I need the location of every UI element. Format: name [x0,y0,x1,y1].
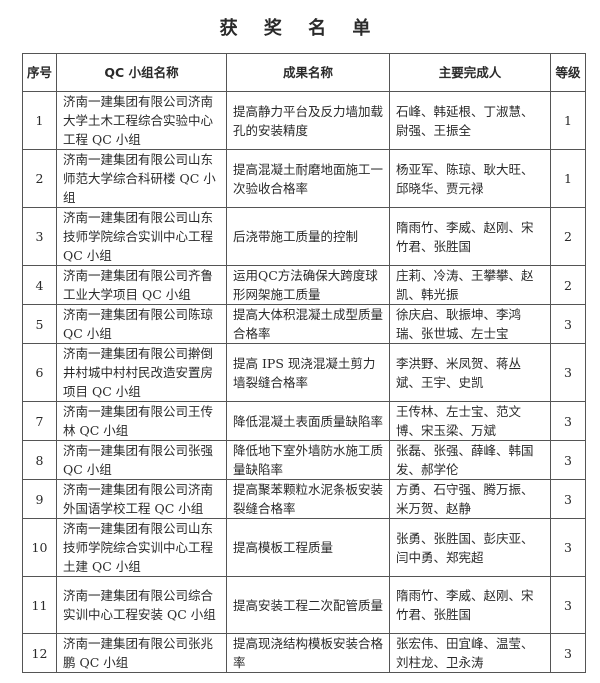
cell-result: 提高混凝土耐磨地面施工一次验收合格率 [226,149,390,208]
cell-people: 方勇、石守强、腾万振、米万贺、赵静 [389,479,551,519]
table-row: 7 济南一建集团有限公司王传林 QC 小组 降低混凝土表面质量缺陷率 王传林、左士宝、… [22,401,586,441]
table-header-row: 序号 QC 小组名称 成果名称 主要完成人 等级 [22,53,586,92]
cell-people: 隋雨竹、李威、赵刚、宋竹君、张胜国 [389,576,551,634]
page-title: 获 奖 名 单 [219,18,381,39]
cell-group: 济南一建集团有限公司张兆鹏 QC 小组 [56,633,227,673]
cell-grade: 3 [550,401,586,441]
cell-group: 济南一建集团有限公司济南大学土木工程综合实验中心工程 QC 小组 [56,91,227,150]
cell-people: 张磊、张强、薛峰、韩国发、郝学伦 [389,440,551,480]
cell-group: 济南一建集团有限公司综合实训中心工程安装 QC 小组 [56,576,227,634]
award-table: 序号 QC 小组名称 成果名称 主要完成人 等级 1 济南一建集团有限公司济南大学… [22,53,586,673]
cell-seq: 6 [22,343,57,402]
cell-group: 济南一建集团有限公司王传林 QC 小组 [56,401,227,441]
cell-result: 降低地下室外墙防水施工质量缺陷率 [226,440,390,480]
cell-seq: 4 [22,265,57,305]
cell-group: 济南一建集团有限公司山东技师学院综合实训中心工程 QC 小组 [56,207,227,266]
cell-grade: 1 [550,91,586,150]
cell-people: 张勇、张胜国、彭庆亚、闫中勇、郑宪超 [389,518,551,577]
cell-group: 济南一建集团有限公司齐鲁工业大学项目 QC 小组 [56,265,227,305]
cell-result: 提高 IPS 现浇混凝土剪力墙裂缝合格率 [226,343,390,402]
cell-group: 济南一建集团有限公司陈琼 QC 小组 [56,304,227,344]
cell-seq: 5 [22,304,57,344]
cell-seq: 2 [22,149,57,208]
header-group: QC 小组名称 [56,53,227,92]
header-result: 成果名称 [226,53,390,92]
cell-grade: 2 [550,207,586,266]
table-row: 6 济南一建集团有限公司擀倒井村城中村村民改造安置房项目 QC 小组 提高 IPS … [22,343,586,402]
cell-result: 提高大体积混凝土成型质量合格率 [226,304,390,344]
table-row: 11 济南一建集团有限公司综合实训中心工程安装 QC 小组 提高安装工程二次配管质量… [22,576,586,634]
cell-group: 济南一建集团有限公司擀倒井村城中村村民改造安置房项目 QC 小组 [56,343,227,402]
cell-result: 提高模板工程质量 [226,518,390,577]
cell-seq: 12 [22,633,57,673]
cell-grade: 3 [550,576,586,634]
header-people: 主要完成人 [389,53,551,92]
cell-result: 提高聚苯颗粒水泥条板安装裂缝合格率 [226,479,390,519]
header-grade: 等级 [550,53,586,92]
cell-people: 石峰、韩延根、丁淑慧、尉强、王振全 [389,91,551,150]
cell-people: 徐庆启、耿振坤、李鸿瑞、张世城、左士宝 [389,304,551,344]
table-row: 9 济南一建集团有限公司济南外国语学校工程 QC 小组 提高聚苯颗粒水泥条板安装裂缝… [22,479,586,519]
table-row: 2 济南一建集团有限公司山东师范大学综合科研楼 QC 小组 提高混凝土耐磨地面施工一… [22,149,586,208]
cell-people: 隋雨竹、李威、赵刚、宋竹君、张胜国 [389,207,551,266]
cell-result: 降低混凝土表面质量缺陷率 [226,401,390,441]
table-row: 5 济南一建集团有限公司陈琼 QC 小组 提高大体积混凝土成型质量合格率 徐庆启、耿振… [22,304,586,344]
cell-seq: 11 [22,576,57,634]
cell-group: 济南一建集团有限公司张强 QC 小组 [56,440,227,480]
cell-grade: 3 [550,518,586,577]
cell-grade: 3 [550,440,586,480]
cell-group: 济南一建集团有限公司济南外国语学校工程 QC 小组 [56,479,227,519]
cell-result: 运用QC方法确保大跨度球形网架施工质量 [226,265,390,305]
cell-seq: 3 [22,207,57,266]
header-seq: 序号 [22,53,57,92]
table-row: 3 济南一建集团有限公司山东技师学院综合实训中心工程 QC 小组 后浇带施工质量的控… [22,207,586,266]
cell-result: 提高安装工程二次配管质量 [226,576,390,634]
cell-result: 后浇带施工质量的控制 [226,207,390,266]
cell-result: 提高静力平台及反力墙加载孔的安装精度 [226,91,390,150]
cell-people: 王传林、左士宝、范文博、宋玉梁、万斌 [389,401,551,441]
cell-grade: 3 [550,343,586,402]
cell-grade: 3 [550,633,586,673]
cell-seq: 9 [22,479,57,519]
cell-people: 李洪野、米凤贺、蒋丛斌、王宇、史凯 [389,343,551,402]
cell-group: 济南一建集团有限公司山东师范大学综合科研楼 QC 小组 [56,149,227,208]
cell-grade: 3 [550,479,586,519]
cell-grade: 2 [550,265,586,305]
cell-result: 提高现浇结构模板安装合格率 [226,633,390,673]
cell-seq: 8 [22,440,57,480]
cell-grade: 1 [550,149,586,208]
table-row: 8 济南一建集团有限公司张强 QC 小组 降低地下室外墙防水施工质量缺陷率 张磊、张强… [22,440,586,480]
cell-seq: 10 [22,518,57,577]
cell-seq: 7 [22,401,57,441]
cell-people: 张宏伟、田宜峰、温莹、刘柱龙、卫永涛 [389,633,551,673]
cell-people: 杨亚军、陈琼、耿大旺、邱晓华、贾元禄 [389,149,551,208]
table-row: 12 济南一建集团有限公司张兆鹏 QC 小组 提高现浇结构模板安装合格率 张宏伟、田宜… [22,633,586,673]
cell-group: 济南一建集团有限公司山东技师学院综合实训中心工程土建 QC 小组 [56,518,227,577]
table-row: 1 济南一建集团有限公司济南大学土木工程综合实验中心工程 QC 小组 提高静力平台及… [22,91,586,150]
cell-grade: 3 [550,304,586,344]
table-row: 4 济南一建集团有限公司齐鲁工业大学项目 QC 小组 运用QC方法确保大跨度球形网架… [22,265,586,305]
cell-seq: 1 [22,91,57,150]
table-row: 10 济南一建集团有限公司山东技师学院综合实训中心工程土建 QC 小组 提高模板工程… [22,518,586,577]
cell-people: 庄莉、冷涛、王攀攀、赵凯、韩光振 [389,265,551,305]
